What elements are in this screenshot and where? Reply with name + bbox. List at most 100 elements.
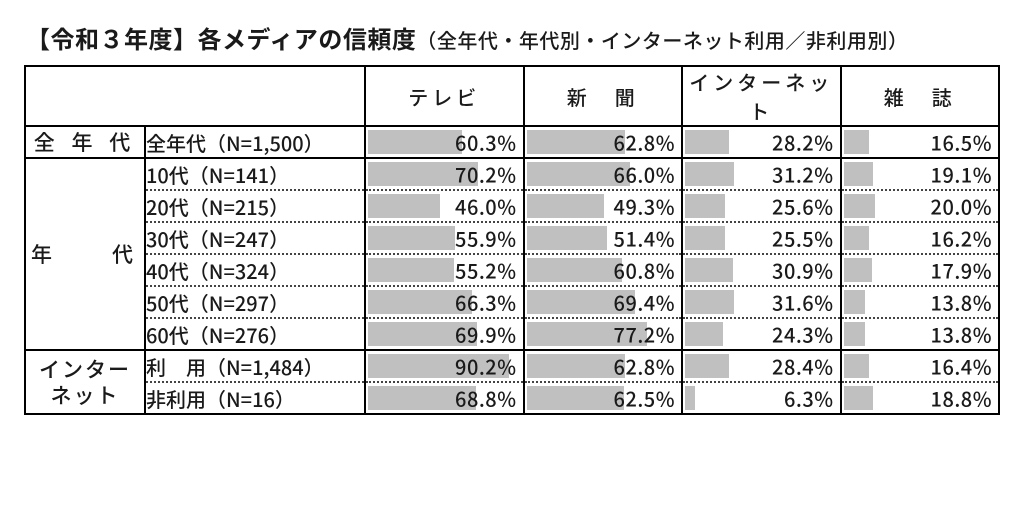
- bar-value: 6.3%: [784, 384, 834, 413]
- bar-value: 62.8%: [614, 128, 675, 157]
- table-header: テレビ 新 聞 インターネット 雑 誌: [25, 66, 999, 126]
- value-cell: 60.3%: [365, 126, 524, 158]
- bar-fill: [685, 162, 734, 186]
- col-header: 雑 誌: [841, 66, 1000, 126]
- bar-fill: [844, 290, 866, 314]
- bar-value: 62.5%: [614, 384, 675, 413]
- bar-value: 69.9%: [455, 320, 516, 349]
- value-cell: 24.3%: [682, 318, 841, 350]
- title-main: 【令和３年度】各メディアの信頼度: [26, 20, 416, 55]
- value-cell: 62.5%: [524, 382, 683, 414]
- value-cell: 77.2%: [524, 318, 683, 350]
- row-label: 30代（N=247）: [145, 222, 365, 254]
- media-trust-table: テレビ 新 聞 インターネット 雑 誌 全 年 代全年代（N=1,500）60.…: [24, 65, 1000, 415]
- group-label: 年 代: [25, 158, 145, 350]
- bar-fill: [685, 194, 725, 218]
- bar-value: 16.5%: [931, 128, 992, 157]
- bar-value: 70.2%: [455, 160, 516, 189]
- row-label: 20代（N=215）: [145, 190, 365, 222]
- bar-fill: [685, 130, 729, 154]
- row-label: 60代（N=276）: [145, 318, 365, 350]
- bar-fill: [844, 194, 875, 218]
- bar-value: 55.9%: [455, 224, 516, 253]
- bar-fill: [844, 322, 866, 346]
- bar-fill: [685, 354, 729, 378]
- bar-fill: [844, 226, 869, 250]
- bar-fill: [844, 354, 870, 378]
- row-label: 全年代（N=1,500）: [145, 126, 365, 158]
- bar-value: 62.8%: [614, 352, 675, 381]
- bar-value: 31.2%: [772, 160, 833, 189]
- group-label: 全 年 代: [25, 126, 145, 158]
- value-cell: 69.4%: [524, 286, 683, 318]
- row-label: 利 用（N=1,484）: [145, 350, 365, 382]
- bar-value: 28.2%: [772, 128, 833, 157]
- value-cell: 31.2%: [682, 158, 841, 190]
- bar-value: 66.3%: [455, 288, 516, 317]
- bar-fill: [685, 258, 733, 282]
- group-label: インターネット: [25, 350, 145, 414]
- bar-fill: [527, 130, 625, 154]
- bar-value: 17.9%: [931, 256, 992, 285]
- bar-fill: [844, 386, 873, 410]
- header-blank: [25, 66, 365, 126]
- value-cell: 66.3%: [365, 286, 524, 318]
- bar-value: 31.6%: [772, 288, 833, 317]
- bar-value: 25.6%: [772, 192, 833, 221]
- bar-fill: [685, 386, 695, 410]
- bar-fill: [368, 130, 462, 154]
- bar-fill: [368, 226, 455, 250]
- bar-value: 49.3%: [614, 192, 675, 221]
- row-label: 非利用（N=16）: [145, 382, 365, 414]
- col-header: テレビ: [365, 66, 524, 126]
- bar-fill: [527, 226, 607, 250]
- bar-value: 60.8%: [614, 256, 675, 285]
- bar-value: 66.0%: [614, 160, 675, 189]
- value-cell: 69.9%: [365, 318, 524, 350]
- bar-value: 69.4%: [614, 288, 675, 317]
- bar-value: 30.9%: [772, 256, 833, 285]
- value-cell: 13.8%: [841, 318, 1000, 350]
- bar-fill: [685, 290, 734, 314]
- value-cell: 28.2%: [682, 126, 841, 158]
- bar-value: 51.4%: [614, 224, 675, 253]
- value-cell: 46.0%: [365, 190, 524, 222]
- bar-value: 77.2%: [614, 320, 675, 349]
- bar-fill: [368, 258, 454, 282]
- value-cell: 30.9%: [682, 254, 841, 286]
- value-cell: 20.0%: [841, 190, 1000, 222]
- bar-value: 24.3%: [772, 320, 833, 349]
- bar-fill: [527, 258, 622, 282]
- value-cell: 55.2%: [365, 254, 524, 286]
- title-sub: （全年代・年代別・インターネット利用／非利用別）: [416, 25, 908, 54]
- row-label: 10代（N=141）: [145, 158, 365, 190]
- bar-fill: [527, 194, 604, 218]
- row-label: 50代（N=297）: [145, 286, 365, 318]
- bar-value: 16.4%: [931, 352, 992, 381]
- value-cell: 55.9%: [365, 222, 524, 254]
- bar-value: 25.5%: [772, 224, 833, 253]
- value-cell: 90.2%: [365, 350, 524, 382]
- bar-value: 90.2%: [455, 352, 516, 381]
- value-cell: 62.8%: [524, 350, 683, 382]
- bar-fill: [844, 162, 874, 186]
- bar-fill: [844, 130, 870, 154]
- col-header: 新 聞: [524, 66, 683, 126]
- bar-value: 18.8%: [931, 384, 992, 413]
- value-cell: 66.0%: [524, 158, 683, 190]
- bar-fill: [368, 194, 440, 218]
- bar-fill: [685, 226, 725, 250]
- value-cell: 68.8%: [365, 382, 524, 414]
- value-cell: 28.4%: [682, 350, 841, 382]
- bar-value: 28.4%: [772, 352, 833, 381]
- bar-fill: [527, 386, 625, 410]
- bar-value: 20.0%: [931, 192, 992, 221]
- value-cell: 17.9%: [841, 254, 1000, 286]
- value-cell: 49.3%: [524, 190, 683, 222]
- value-cell: 18.8%: [841, 382, 1000, 414]
- value-cell: 25.6%: [682, 190, 841, 222]
- value-cell: 60.8%: [524, 254, 683, 286]
- table-body: 全 年 代全年代（N=1,500）60.3% 62.8% 28.2% 16.5% 年 代…: [25, 126, 999, 414]
- bar-fill: [685, 322, 723, 346]
- value-cell: 16.4%: [841, 350, 1000, 382]
